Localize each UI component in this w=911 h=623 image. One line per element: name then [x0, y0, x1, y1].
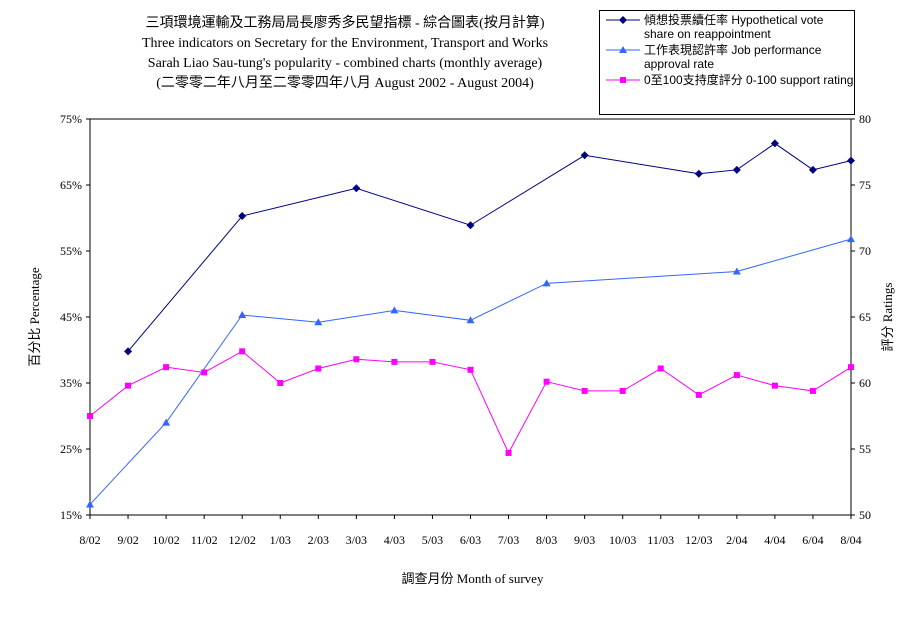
x-axis-tick-label: 12/03	[685, 533, 712, 547]
data-point-support-rating	[657, 365, 664, 372]
chart-title-line-3: Sarah Liao Sau-tung's popularity - combi…	[147, 56, 543, 71]
x-axis-tick-label: 10/03	[609, 533, 636, 547]
left-axis-tick-label: 55%	[60, 244, 82, 258]
right-axis-tick-label: 60	[859, 376, 871, 390]
chart-title-line-2: Three indicators on Secretary for the En…	[141, 36, 549, 51]
data-point-vote-share	[808, 165, 817, 174]
x-axis-tick-label: 9/03	[574, 533, 595, 547]
data-point-support-rating	[429, 358, 436, 365]
data-point-support-rating	[505, 449, 512, 456]
series-line-support-rating	[89, 350, 852, 455]
data-point-support-rating	[277, 380, 284, 386]
data-point-support-rating	[848, 364, 854, 371]
left-axis-tick-label: 45%	[60, 310, 82, 324]
right-axis-tick-label: 65	[859, 310, 871, 324]
left-axis-tick-label: 35%	[60, 376, 82, 390]
data-point-vote-share	[466, 221, 475, 230]
data-point-support-rating	[619, 387, 626, 394]
x-axis-tick-label: 9/02	[117, 533, 138, 547]
data-point-job-approval	[314, 318, 323, 326]
data-point-support-rating	[125, 382, 132, 389]
legend-item-job-approval: 工作表現認許率 Job performance approval rate	[600, 43, 854, 71]
x-axis-tick-label: 8/04	[840, 533, 861, 547]
right-axis-tick-label: 50	[859, 508, 871, 522]
legend-swatch-support-rating	[606, 77, 640, 83]
legend-label-vote-share: 傾想投票續任率 Hypothetical vote share on reapp…	[644, 13, 824, 41]
data-point-vote-share	[770, 139, 779, 148]
x-axis-tick-label: 8/03	[536, 533, 557, 547]
legend-swatch-vote-share	[606, 16, 640, 24]
x-axis-tick-label: 10/02	[152, 533, 179, 547]
right-axis-tick-label: 80	[859, 112, 871, 126]
chart-title-line-4: (二零零二年八月至二零零四年八月 August 2002 - August 20…	[156, 76, 534, 91]
data-point-vote-share	[580, 151, 589, 160]
data-point-job-approval	[542, 279, 551, 287]
data-point-vote-share	[732, 165, 741, 174]
legend-item-vote-share: 傾想投票續任率 Hypothetical vote share on reapp…	[600, 13, 854, 41]
data-point-job-approval	[466, 316, 475, 324]
x-axis-title: 調查月份 Month of survey	[402, 571, 544, 586]
data-point-support-rating	[581, 387, 588, 394]
data-point-support-rating	[733, 372, 740, 379]
data-point-job-approval	[162, 418, 171, 426]
series-line-vote-share	[127, 142, 852, 352]
left-axis-tick-label: 15%	[60, 508, 82, 522]
right-axis-tick-label: 75	[859, 178, 871, 192]
x-axis-tick-label: 4/04	[764, 533, 785, 547]
x-axis-tick-label: 8/02	[79, 533, 100, 547]
data-point-support-rating	[467, 366, 474, 373]
data-point-support-rating	[201, 369, 208, 376]
data-point-vote-share	[352, 184, 361, 193]
data-point-support-rating	[771, 382, 778, 389]
right-axis-tick-label: 70	[859, 244, 871, 258]
x-axis-tick-label: 7/03	[498, 533, 519, 547]
data-point-vote-share	[694, 169, 703, 178]
data-point-vote-share	[124, 347, 133, 356]
x-axis-tick-label: 2/04	[726, 533, 747, 547]
data-point-job-approval	[238, 311, 247, 319]
legend-item-support-rating: 0至100支持度評分 0-100 support rating	[600, 73, 854, 87]
data-point-support-rating	[809, 387, 816, 394]
x-axis-tick-label: 12/02	[229, 533, 256, 547]
x-axis-tick-label: 6/04	[802, 533, 823, 547]
data-point-support-rating	[353, 356, 360, 363]
legend-label-support-rating: 0至100支持度評分 0-100 support rating	[644, 73, 854, 87]
left-axis-tick-label: 25%	[60, 442, 82, 456]
data-point-support-rating	[239, 348, 246, 355]
x-axis-tick-label: 1/03	[270, 533, 291, 547]
left-axis-title: 百分比 Percentage	[27, 267, 42, 367]
legend-swatch-job-approval	[606, 46, 640, 53]
x-axis-tick-label: 11/03	[647, 533, 674, 547]
data-point-job-approval	[732, 267, 741, 275]
data-point-job-approval	[847, 235, 855, 243]
right-axis-tick-label: 55	[859, 442, 871, 456]
right-axis-title: 評分 Ratings	[880, 283, 895, 352]
x-axis-tick-label: 11/02	[191, 533, 218, 547]
x-axis-tick-label: 4/03	[384, 533, 405, 547]
data-point-job-approval	[86, 500, 94, 508]
data-point-vote-share	[847, 156, 855, 165]
left-axis-tick-label: 65%	[60, 178, 82, 192]
left-axis-tick-label: 75%	[60, 112, 82, 126]
data-point-support-rating	[87, 413, 93, 419]
data-point-support-rating	[391, 358, 398, 365]
chart-title: 三項環境運輸及工務局局長廖秀多民望指標 - 綜合圖表(按月計算) Three i…	[90, 14, 600, 94]
data-point-support-rating	[543, 378, 550, 385]
x-axis-tick-label: 6/03	[460, 533, 481, 547]
x-axis-tick-label: 3/03	[346, 533, 367, 547]
data-point-support-rating	[315, 365, 322, 372]
data-point-support-rating	[163, 364, 170, 371]
legend: 傾想投票續任率 Hypothetical vote share on reapp…	[599, 10, 855, 115]
chart-title-line-1: 三項環境運輸及工務局局長廖秀多民望指標 - 綜合圖表(按月計算)	[145, 16, 545, 31]
data-point-vote-share	[238, 212, 247, 221]
data-point-job-approval	[390, 306, 399, 314]
x-axis-tick-label: 2/03	[308, 533, 329, 547]
legend-label-job-approval: 工作表現認許率 Job performance approval rate	[644, 43, 822, 71]
data-point-support-rating	[695, 391, 702, 398]
x-axis-tick-label: 5/03	[422, 533, 443, 547]
